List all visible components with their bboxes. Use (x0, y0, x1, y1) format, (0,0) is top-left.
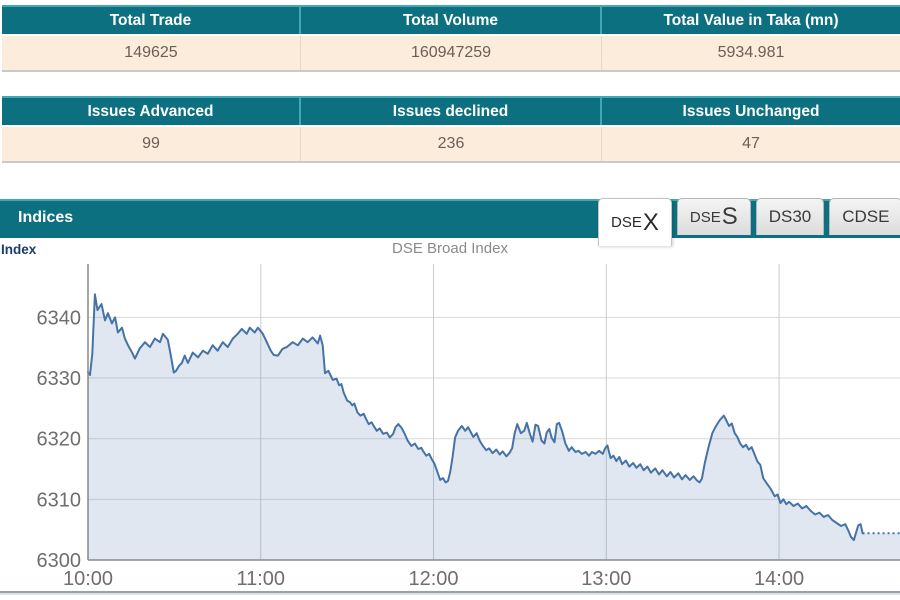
tab-ds30-label: DS30 (768, 207, 812, 226)
x-tick-label: 10:00 (63, 568, 113, 590)
issues-summary-table: Issues Advanced Issues declined Issues U… (2, 96, 900, 163)
tab-cdse[interactable]: CDSE (829, 198, 900, 235)
indices-panel-title: Indices (18, 209, 74, 226)
total-trade-value: 149625 (2, 36, 301, 70)
tab-ds30[interactable]: DS30 (755, 198, 825, 235)
chart-header-strip (0, 238, 900, 264)
tab-dsex[interactable]: DSE X (598, 198, 672, 246)
issues-summary-header-row: Issues Advanced Issues declined Issues U… (2, 96, 900, 125)
tab-dsex-label-suffix: X (642, 208, 659, 236)
index-chart-svg: 6300 6310 6320 6330 6340 10:00 11:00 12:00 13:00… (37, 264, 900, 590)
y-tick-label: 6320 (37, 429, 82, 451)
y-tick-label: 6310 (37, 489, 82, 511)
y-tick-label: 6340 (37, 307, 82, 329)
total-value-value: 5934.981 (717, 44, 785, 61)
trade-summary-value-row: 149625 160947259 5934.981 (2, 34, 900, 72)
issues-advanced-header: Issues Advanced (2, 98, 301, 125)
total-trade-header: Total Trade (2, 7, 301, 34)
index-line (87, 293, 864, 541)
y-tick-label: 6330 (37, 368, 82, 390)
issues-advanced-value: 99 (2, 127, 301, 161)
issues-declined-value: 236 (301, 127, 602, 161)
issues-summary-value-row: 99 236 47 (2, 125, 900, 163)
tab-dses-label-suffix: S (721, 203, 738, 230)
trade-summary-table: Total Trade Total Volume Total Value in … (2, 5, 900, 72)
tab-dsex-label: DSE (611, 214, 642, 231)
chart-title: DSE Broad Index (392, 240, 508, 257)
x-tick-label: 13:00 (581, 568, 631, 590)
y-tick-label: 6300 (37, 550, 82, 572)
x-tick-label: 14:00 (754, 568, 804, 590)
tab-dses-label: DSE (689, 208, 721, 226)
issues-unchanged-header: Issues Unchanged (682, 103, 820, 120)
trade-summary-header-row: Total Trade Total Volume Total Value in … (2, 5, 900, 34)
total-value-header: Total Value in Taka (mn) (663, 12, 839, 29)
tab-cdse-label: CDSE (842, 207, 890, 226)
tab-dses[interactable]: DSE S (676, 198, 751, 235)
x-tick-label: 11:00 (236, 568, 285, 590)
chart-y-axis-title: Index (1, 242, 37, 257)
bottom-divider (0, 591, 900, 595)
total-volume-value: 160947259 (301, 36, 602, 70)
index-tabs: DSE X DSE S DS30 CDSE (598, 198, 900, 246)
issues-unchanged-value: 47 (742, 135, 760, 152)
index-area-fill (88, 294, 900, 560)
total-volume-header: Total Volume (301, 7, 602, 34)
issues-declined-header: Issues declined (301, 98, 602, 125)
x-tick-label: 12:00 (409, 568, 459, 590)
